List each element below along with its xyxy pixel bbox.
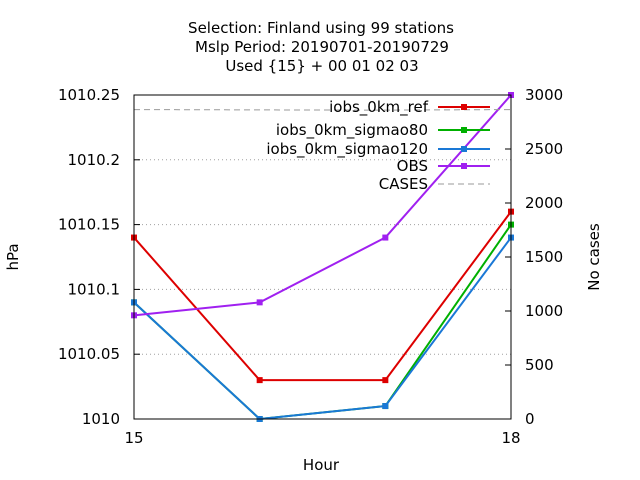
x-axis: 15 18 bbox=[124, 413, 521, 447]
legend-label: CASES bbox=[379, 175, 428, 193]
legend: iobs_0km_ref iobs_0km_sigmao80iobs_0km_si… bbox=[266, 98, 490, 193]
x-axis-label: Hour bbox=[303, 456, 340, 474]
legend-marker bbox=[461, 146, 467, 152]
data-point-iobs-0km-sigmao120 bbox=[382, 403, 389, 410]
legend-label: iobs_0km_sigmao120 bbox=[266, 140, 428, 159]
y-tick-label: 1010.1 bbox=[68, 280, 121, 298]
data-point-iobs-0km-ref bbox=[382, 377, 389, 384]
x-tick-label: 18 bbox=[501, 429, 520, 447]
data-point-obs bbox=[382, 234, 389, 241]
legend-marker bbox=[461, 104, 467, 110]
legend-item-cases: CASES bbox=[379, 175, 490, 193]
y2-axis-label: No cases bbox=[585, 223, 603, 291]
y-tick-label: 1010.15 bbox=[58, 216, 120, 234]
legend-label: iobs_0km_ref bbox=[329, 98, 429, 117]
chart-title-line-3: Used {15} + 00 01 02 03 bbox=[225, 57, 418, 75]
y2-tick-label: 1000 bbox=[525, 302, 563, 320]
y2-tick-label: 3000 bbox=[525, 86, 563, 104]
y2-tick-label: 500 bbox=[525, 356, 554, 374]
series-line-cases bbox=[133, 109, 512, 111]
y-tick-label: 1010 bbox=[82, 410, 120, 428]
chart-title-line-1: Selection: Finland using 99 stations bbox=[188, 19, 454, 37]
legend-marker bbox=[461, 163, 467, 169]
y2-tick-label: 2500 bbox=[525, 140, 563, 158]
legend-label: OBS bbox=[397, 157, 428, 175]
y-tick-label: 1010.25 bbox=[58, 86, 120, 104]
y2-tick-label: 0 bbox=[525, 410, 535, 428]
grid bbox=[134, 159, 511, 355]
y-axis: 1010 1010.05 1010.1 1010.15 1010.2 1010.25 bbox=[58, 86, 140, 428]
series-line-iobs-0km-sigmao120 bbox=[133, 236, 512, 421]
y-tick-label: 1010.05 bbox=[58, 345, 120, 363]
legend-item-iobs-0km-sigmao120: iobs_0km_sigmao120 bbox=[266, 140, 490, 159]
chart-title: Selection: Finland using 99 stations Msl… bbox=[188, 19, 454, 75]
legend-marker bbox=[461, 127, 467, 133]
y-axis-label: hPa bbox=[4, 243, 22, 270]
y2-axis: 0 500 1000 1500 2000 2500 3000 bbox=[505, 86, 563, 428]
y2-tick-label: 1500 bbox=[525, 248, 563, 266]
x-tick-label: 15 bbox=[124, 429, 143, 447]
legend-label: iobs_0km_sigmao80 bbox=[276, 121, 428, 140]
data-point-obs bbox=[256, 299, 263, 306]
legend-item-iobs-0km-sigmao80: iobs_0km_sigmao80 bbox=[276, 121, 490, 140]
legend-item-obs: OBS bbox=[397, 157, 490, 175]
legend-item-iobs-0km-ref: iobs_0km_ref bbox=[329, 98, 490, 117]
series-line-iobs-0km-sigmao80 bbox=[133, 224, 512, 421]
chart-title-line-2: Mslp Period: 20190701-20190729 bbox=[195, 38, 449, 56]
y2-tick-label: 2000 bbox=[525, 194, 563, 212]
data-point-iobs-0km-ref bbox=[256, 377, 263, 384]
y-tick-label: 1010.2 bbox=[68, 151, 121, 169]
